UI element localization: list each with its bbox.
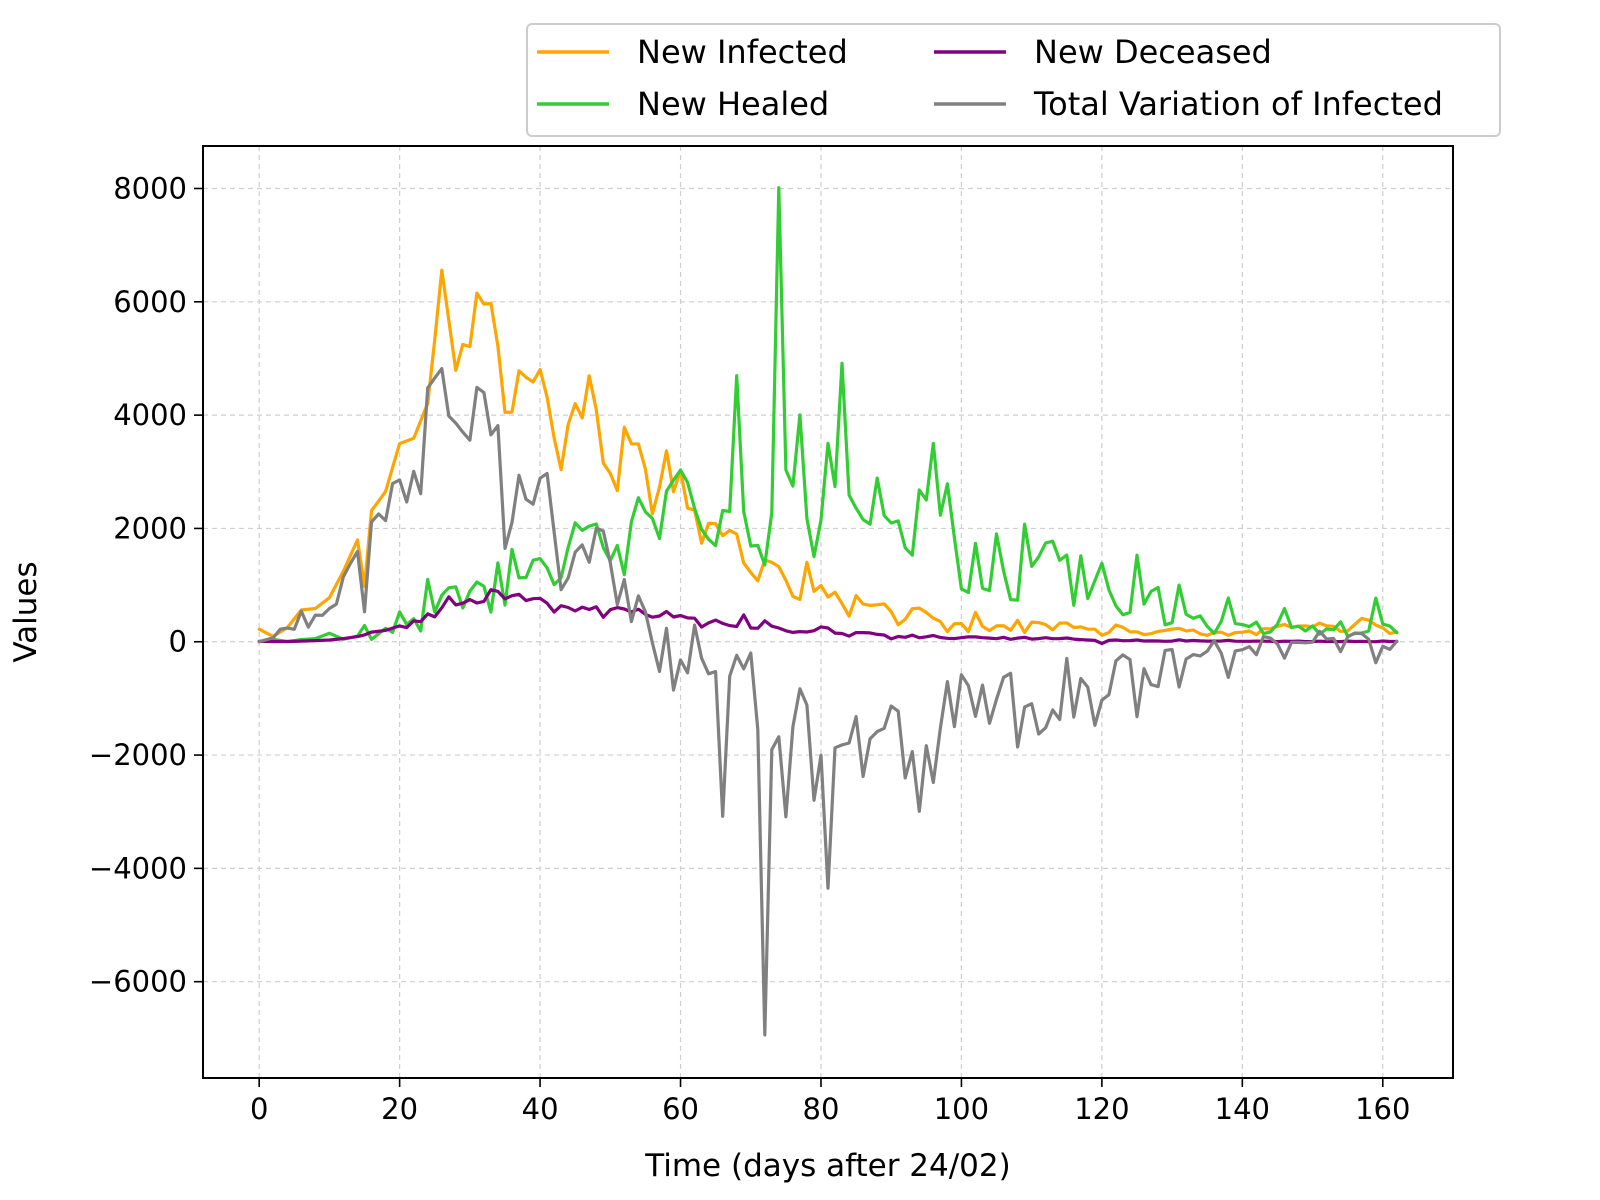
series-line-new-deceased bbox=[257, 588, 1399, 646]
axis-ticks: 0 20 40 60 80 100 120 140 160 −6000 −4000 −2000 0 200… bbox=[89, 171, 1411, 1126]
x-tick-label: 60 bbox=[662, 1092, 699, 1126]
legend-label-total-variation-of-infected: Total Variation of Infected bbox=[1033, 85, 1443, 123]
series-lines bbox=[257, 186, 1399, 1037]
x-tick-label: 80 bbox=[803, 1092, 840, 1126]
series-line-total-variation-of-infected bbox=[257, 367, 1399, 1037]
series-line-new-healed bbox=[257, 186, 1399, 644]
y-tick-label: 2000 bbox=[113, 511, 187, 545]
legend-label-new-infected: New Infected bbox=[637, 33, 848, 71]
series-line-new-infected bbox=[257, 268, 1399, 639]
x-tick-label: 120 bbox=[1074, 1092, 1129, 1126]
x-tick-label: 40 bbox=[522, 1092, 559, 1126]
x-tick-label: 0 bbox=[250, 1092, 268, 1126]
x-tick-label: 140 bbox=[1215, 1092, 1270, 1126]
grid-lines bbox=[203, 146, 1453, 1078]
x-tick-label: 20 bbox=[381, 1092, 418, 1126]
x-tick-label: 100 bbox=[934, 1092, 989, 1126]
x-tick-label: 160 bbox=[1355, 1092, 1410, 1126]
legend: New Infected New Deceased New Healed Total … bbox=[526, 23, 1501, 137]
legend-label-new-healed: New Healed bbox=[637, 85, 829, 123]
legend-box bbox=[526, 23, 1501, 137]
x-axis-label: Time (days after 24/02) bbox=[644, 1148, 1010, 1184]
y-tick-label: 8000 bbox=[113, 171, 187, 205]
legend-label-new-deceased: New Deceased bbox=[1034, 33, 1272, 71]
y-tick-label: 0 bbox=[169, 625, 187, 659]
y-tick-label: −6000 bbox=[89, 965, 187, 999]
y-tick-label: 4000 bbox=[113, 398, 187, 432]
y-axis-label: Values bbox=[8, 561, 44, 662]
plot-area-frame bbox=[202, 145, 1454, 1079]
y-tick-label: −4000 bbox=[89, 851, 187, 885]
y-tick-label: −2000 bbox=[89, 738, 187, 772]
y-tick-label: 6000 bbox=[113, 285, 187, 319]
